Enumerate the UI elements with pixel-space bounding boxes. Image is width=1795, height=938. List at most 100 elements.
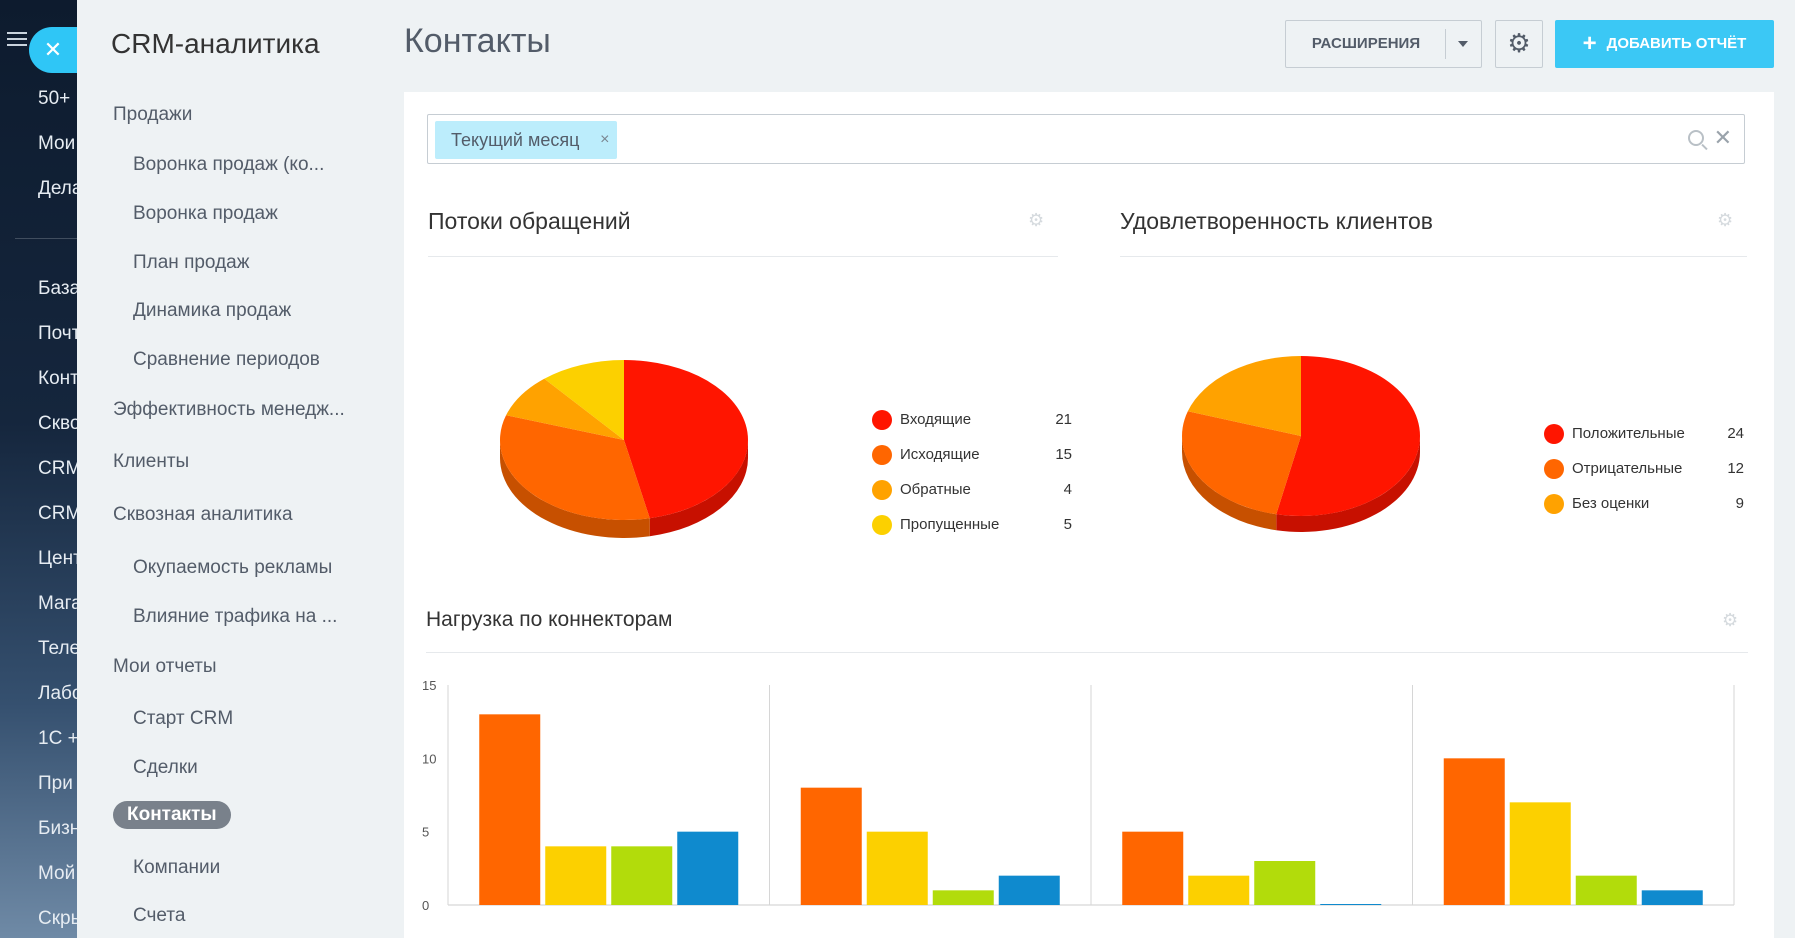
bar[interactable]	[1188, 875, 1250, 905]
pie-slice[interactable]	[544, 360, 624, 440]
add-report-button[interactable]: + ДОБАВИТЬ ОТЧЁТ	[1555, 20, 1774, 68]
legend-label: Входящие	[900, 411, 972, 428]
bar[interactable]	[1122, 831, 1184, 905]
rail-item[interactable]: Цент	[38, 548, 77, 569]
rail-item[interactable]: Скво	[38, 413, 77, 434]
flows-legend: Входящие 21 Исходящие 15 Обратные 4 Пропущенны…	[872, 408, 1074, 538]
rail-item[interactable]: Скры	[38, 908, 77, 929]
connectors-widget-title: Нагрузка по коннекторам	[426, 608, 673, 631]
satisfaction-widget-title: Удовлетворенность клиентов	[1120, 208, 1434, 234]
rail-item[interactable]: 50+	[38, 88, 71, 109]
menu-item[interactable]: Компании	[133, 857, 221, 878]
rail-item[interactable]: Мои	[38, 133, 76, 154]
menu-item[interactable]: Динамика продаж	[133, 300, 292, 321]
search-icon[interactable]	[1688, 130, 1704, 146]
legend-item: Положительные 24	[1544, 422, 1744, 446]
menu-item[interactable]: Клиенты	[113, 451, 190, 472]
bar[interactable]	[866, 831, 928, 905]
bar[interactable]	[1443, 758, 1505, 905]
rail-item[interactable]: CRM	[38, 503, 77, 524]
rail-item[interactable]: При	[38, 773, 73, 794]
rail-item[interactable]: Дела	[38, 178, 77, 199]
legend-swatch	[1544, 424, 1564, 444]
bar[interactable]	[800, 787, 862, 905]
gear-icon[interactable]: ⚙	[1722, 610, 1739, 630]
legend-label: Пропущенные	[900, 516, 1000, 533]
left-rail: ✕ 50+ Мои Дела База Почт Конт Скво CRM CRM Цент Ма…	[0, 0, 77, 938]
extensions-button[interactable]: РАСШИРЕНИЯ	[1285, 20, 1482, 68]
bar[interactable]	[1320, 904, 1382, 905]
rail-item[interactable]: База	[38, 278, 77, 299]
legend-label: Без оценки	[1572, 495, 1650, 512]
filter-tag[interactable]: Текущий месяц ×	[435, 121, 618, 159]
legend-item: Входящие 21	[872, 408, 1072, 432]
legend-value: 12	[1727, 460, 1744, 477]
menu-item[interactable]: Старт CRM	[133, 708, 234, 729]
menu-item[interactable]: Сквозная аналитика	[113, 504, 293, 525]
legend-swatch	[872, 445, 892, 465]
bar[interactable]	[1254, 861, 1316, 905]
legend-value: 5	[1063, 516, 1072, 533]
bar[interactable]	[545, 846, 607, 905]
pie-slice[interactable]	[500, 415, 650, 520]
menu-item[interactable]: Сделки	[133, 757, 198, 778]
legend-swatch	[872, 515, 892, 535]
menu-item[interactable]: Влияние трафика на ...	[133, 606, 338, 627]
chevron-down-icon[interactable]	[1458, 41, 1468, 47]
legend-swatch	[872, 410, 892, 430]
filter-tag-label: Текущий месяц	[451, 130, 580, 150]
rail-item[interactable]: Конт	[38, 368, 77, 389]
rail-item[interactable]: Почт	[38, 323, 77, 344]
rail-item[interactable]: Мой	[38, 863, 76, 884]
widget-divider	[1120, 256, 1747, 257]
bar[interactable]	[611, 846, 673, 905]
legend-value: 24	[1727, 425, 1744, 442]
menu-item[interactable]: Воронка продаж	[133, 203, 278, 224]
filter-bar[interactable]: Текущий месяц × ✕	[427, 114, 1745, 164]
hamburger-icon[interactable]	[7, 32, 27, 46]
menu-item[interactable]: Сравнение периодов	[133, 349, 320, 370]
settings-button[interactable]: ⚙	[1495, 20, 1543, 68]
menu-item[interactable]: Мои отчеты	[113, 656, 217, 677]
legend-item: Пропущенные 5	[872, 513, 1072, 537]
menu-item[interactable]: Счета	[133, 905, 186, 926]
rail-item[interactable]: CRM	[38, 458, 77, 479]
pie-slice[interactable]	[1276, 356, 1420, 516]
rail-item[interactable]: Лабо	[38, 683, 77, 704]
menu-item[interactable]: Продажи	[113, 104, 193, 125]
menu-item[interactable]: Эффективность менедж...	[113, 399, 345, 420]
bar[interactable]	[479, 714, 541, 905]
rail-item[interactable]: Мага	[38, 593, 77, 614]
rail-item[interactable]: 1С +	[38, 728, 77, 749]
menu-item[interactable]: Воронка продаж (ко...	[133, 154, 325, 175]
legend-label: Отрицательные	[1572, 460, 1683, 477]
pie-slice-side	[1276, 436, 1420, 532]
pie-slice[interactable]	[1182, 411, 1301, 515]
pie-slice[interactable]	[1187, 356, 1301, 436]
bar[interactable]	[1641, 890, 1703, 905]
menu-item[interactable]: План продаж	[133, 252, 250, 273]
y-tick-label: 15	[422, 678, 436, 693]
gear-icon[interactable]: ⚙	[1028, 210, 1045, 230]
flows-widget-title: Потоки обращений	[428, 208, 631, 234]
rail-item[interactable]: Бизн	[38, 818, 77, 839]
remove-tag-icon[interactable]: ×	[600, 131, 610, 148]
close-icon[interactable]: ✕	[1713, 125, 1732, 150]
bar[interactable]	[677, 831, 739, 905]
rail-item[interactable]: Теле	[38, 638, 77, 659]
pie-slice[interactable]	[624, 360, 748, 519]
legend-swatch	[1544, 459, 1564, 479]
satisfaction-legend: Положительные 24 Отрицательные 12 Без оценки…	[1544, 422, 1757, 522]
bar[interactable]	[998, 875, 1060, 905]
menu-item[interactable]: Окупаемость рекламы	[133, 557, 333, 578]
pie-slice-side	[500, 440, 650, 538]
bar[interactable]	[1575, 875, 1637, 905]
pie-slice[interactable]	[506, 378, 624, 440]
close-menu-button[interactable]: ✕	[29, 27, 77, 73]
gear-icon: ⚙	[1507, 28, 1531, 58]
legend-item: Отрицательные 12	[1544, 457, 1744, 481]
bar[interactable]	[932, 890, 994, 905]
bar[interactable]	[1509, 802, 1571, 905]
gear-icon[interactable]: ⚙	[1717, 210, 1734, 230]
menu-item-active[interactable]: Контакты	[113, 801, 231, 829]
